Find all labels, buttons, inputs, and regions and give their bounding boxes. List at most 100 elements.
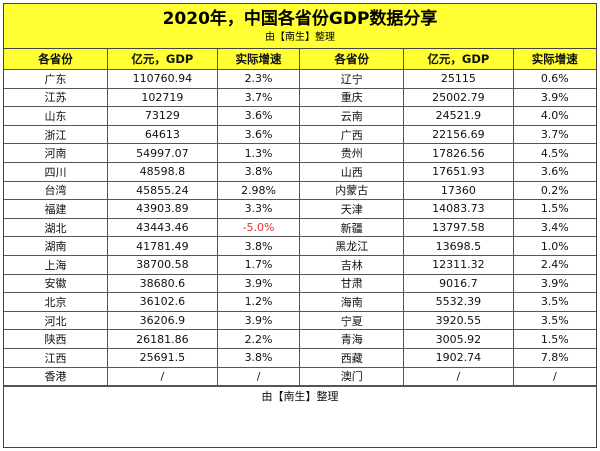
table-row: 台湾 45855.24 2.98% 内蒙古 17360 0.2%	[4, 180, 596, 201]
table-row: 湖北 43443.46 -5.0% 新疆 13797.58 3.4%	[4, 217, 596, 238]
cell-gdp-right: 14083.73	[403, 199, 514, 219]
cell-gdp-right: 17360	[403, 180, 514, 201]
footer-credit: 由【南生】整理	[4, 386, 596, 406]
cell-growth-right: 3.7%	[512, 124, 596, 145]
cell-province-left: 安徽	[4, 273, 109, 294]
table-row: 湖南 41781.49 3.8% 黑龙江 13698.5 1.0%	[4, 236, 596, 256]
cell-growth-left: 2.3%	[216, 69, 301, 89]
cell-province-right: 澳门	[299, 366, 405, 387]
cell-growth-right: 4.5%	[512, 143, 596, 163]
cell-growth-left: 1.3%	[216, 143, 301, 163]
cell-province-right: 贵州	[299, 143, 405, 163]
cell-growth-right: 3.4%	[512, 217, 596, 238]
cell-gdp-right: 17826.56	[403, 143, 514, 163]
cell-gdp-left: 45855.24	[107, 180, 218, 201]
cell-gdp-right: 22156.69	[403, 124, 514, 145]
cell-gdp-left: 41781.49	[107, 236, 218, 256]
page-title: 2020年，中国各省份GDP数据分享	[162, 9, 438, 29]
gdp-table: 各省份 亿元，GDP 实际增速 各省份 亿元，GDP 实际增速 广东 110760…	[4, 49, 596, 387]
cell-gdp-right: 24521.9	[403, 106, 514, 126]
cell-growth-left: 3.9%	[216, 273, 301, 294]
cell-province-left: 四川	[4, 161, 109, 182]
cell-province-left: 湖北	[4, 217, 109, 238]
title-block: 2020年，中国各省份GDP数据分享 由【南生】整理	[4, 4, 596, 49]
cell-province-left: 浙江	[4, 124, 109, 145]
cell-gdp-right: 3005.92	[403, 329, 514, 349]
cell-gdp-left: 36206.9	[107, 310, 218, 331]
cell-gdp-left: 110760.94	[107, 69, 218, 89]
cell-province-left: 湖南	[4, 236, 109, 256]
cell-province-left: 福建	[4, 199, 109, 219]
cell-growth-right: 1.5%	[512, 329, 596, 349]
cell-gdp-left: 36102.6	[107, 292, 218, 312]
cell-gdp-left: /	[107, 366, 218, 387]
cell-gdp-left: 48598.8	[107, 161, 218, 182]
cell-gdp-left: 73129	[107, 106, 218, 126]
header-growth-left: 实际增速	[216, 49, 301, 70]
cell-province-right: 西藏	[299, 347, 405, 368]
cell-gdp-right: /	[403, 366, 514, 387]
cell-growth-right: 3.5%	[512, 292, 596, 312]
cell-gdp-left: 64613	[107, 124, 218, 145]
header-gdp-right: 亿元，GDP	[403, 49, 514, 70]
cell-gdp-right: 17651.93	[403, 161, 514, 182]
cell-gdp-left: 26181.86	[107, 329, 218, 349]
table-row: 江西 25691.5 3.8% 西藏 1902.74 7.8%	[4, 347, 596, 368]
cell-growth-left: 3.9%	[216, 310, 301, 331]
table-row: 福建 43903.89 3.3% 天津 14083.73 1.5%	[4, 199, 596, 219]
cell-growth-right: 1.0%	[512, 236, 596, 256]
cell-growth-right: 0.2%	[512, 180, 596, 201]
cell-growth-right: 2.4%	[512, 254, 596, 275]
cell-growth-left: 3.8%	[216, 347, 301, 368]
table-row: 安徽 38680.6 3.9% 甘肃 9016.7 3.9%	[4, 273, 596, 294]
header-growth-right: 实际增速	[512, 49, 596, 70]
cell-growth-right: 3.5%	[512, 310, 596, 331]
cell-gdp-left: 25691.5	[107, 347, 218, 368]
cell-growth-right: 3.9%	[512, 87, 596, 108]
table-row: 上海 38700.58 1.7% 吉林 12311.32 2.4%	[4, 254, 596, 275]
cell-province-left: 上海	[4, 254, 109, 275]
header-gdp-left: 亿元，GDP	[107, 49, 218, 70]
cell-province-left: 山东	[4, 106, 109, 126]
cell-growth-left: -5.0%	[216, 217, 301, 238]
cell-growth-left: 3.3%	[216, 199, 301, 219]
cell-province-right: 内蒙古	[299, 180, 405, 201]
cell-gdp-right: 25115	[403, 69, 514, 89]
table-row: 浙江 64613 3.6% 广西 22156.69 3.7%	[4, 124, 596, 145]
table-row: 北京 36102.6 1.2% 海南 5532.39 3.5%	[4, 292, 596, 312]
cell-growth-right: 4.0%	[512, 106, 596, 126]
cell-growth-left: 2.98%	[216, 180, 301, 201]
cell-gdp-left: 43443.46	[107, 217, 218, 238]
cell-gdp-left: 38680.6	[107, 273, 218, 294]
cell-growth-left: /	[216, 366, 301, 387]
cell-province-right: 天津	[299, 199, 405, 219]
cell-gdp-right: 13797.58	[403, 217, 514, 238]
cell-province-right: 吉林	[299, 254, 405, 275]
page-subtitle: 由【南生】整理	[265, 32, 335, 43]
cell-gdp-right: 1902.74	[403, 347, 514, 368]
table-row: 河北 36206.9 3.9% 宁夏 3920.55 3.5%	[4, 310, 596, 331]
cell-gdp-right: 3920.55	[403, 310, 514, 331]
cell-gdp-right: 12311.32	[403, 254, 514, 275]
cell-province-right: 山西	[299, 161, 405, 182]
cell-gdp-left: 43903.89	[107, 199, 218, 219]
table-header-row: 各省份 亿元，GDP 实际增速 各省份 亿元，GDP 实际增速	[4, 49, 596, 70]
cell-province-right: 新疆	[299, 217, 405, 238]
cell-growth-left: 1.7%	[216, 254, 301, 275]
cell-growth-right: /	[512, 366, 596, 387]
gdp-table-document: 2020年，中国各省份GDP数据分享 由【南生】整理 各省份 亿元，GDP 实际…	[3, 3, 597, 448]
cell-growth-right: 0.6%	[512, 69, 596, 89]
cell-province-right: 广西	[299, 124, 405, 145]
cell-growth-right: 3.6%	[512, 161, 596, 182]
table-row: 山东 73129 3.6% 云南 24521.9 4.0%	[4, 106, 596, 126]
cell-province-left: 陕西	[4, 329, 109, 349]
cell-province-left: 江西	[4, 347, 109, 368]
cell-province-right: 青海	[299, 329, 405, 349]
table-row: 陕西 26181.86 2.2% 青海 3005.92 1.5%	[4, 329, 596, 349]
cell-province-left: 台湾	[4, 180, 109, 201]
cell-province-right: 海南	[299, 292, 405, 312]
table-row: 河南 54997.07 1.3% 贵州 17826.56 4.5%	[4, 143, 596, 163]
cell-province-left: 河南	[4, 143, 109, 163]
cell-growth-left: 1.2%	[216, 292, 301, 312]
cell-growth-left: 3.7%	[216, 87, 301, 108]
